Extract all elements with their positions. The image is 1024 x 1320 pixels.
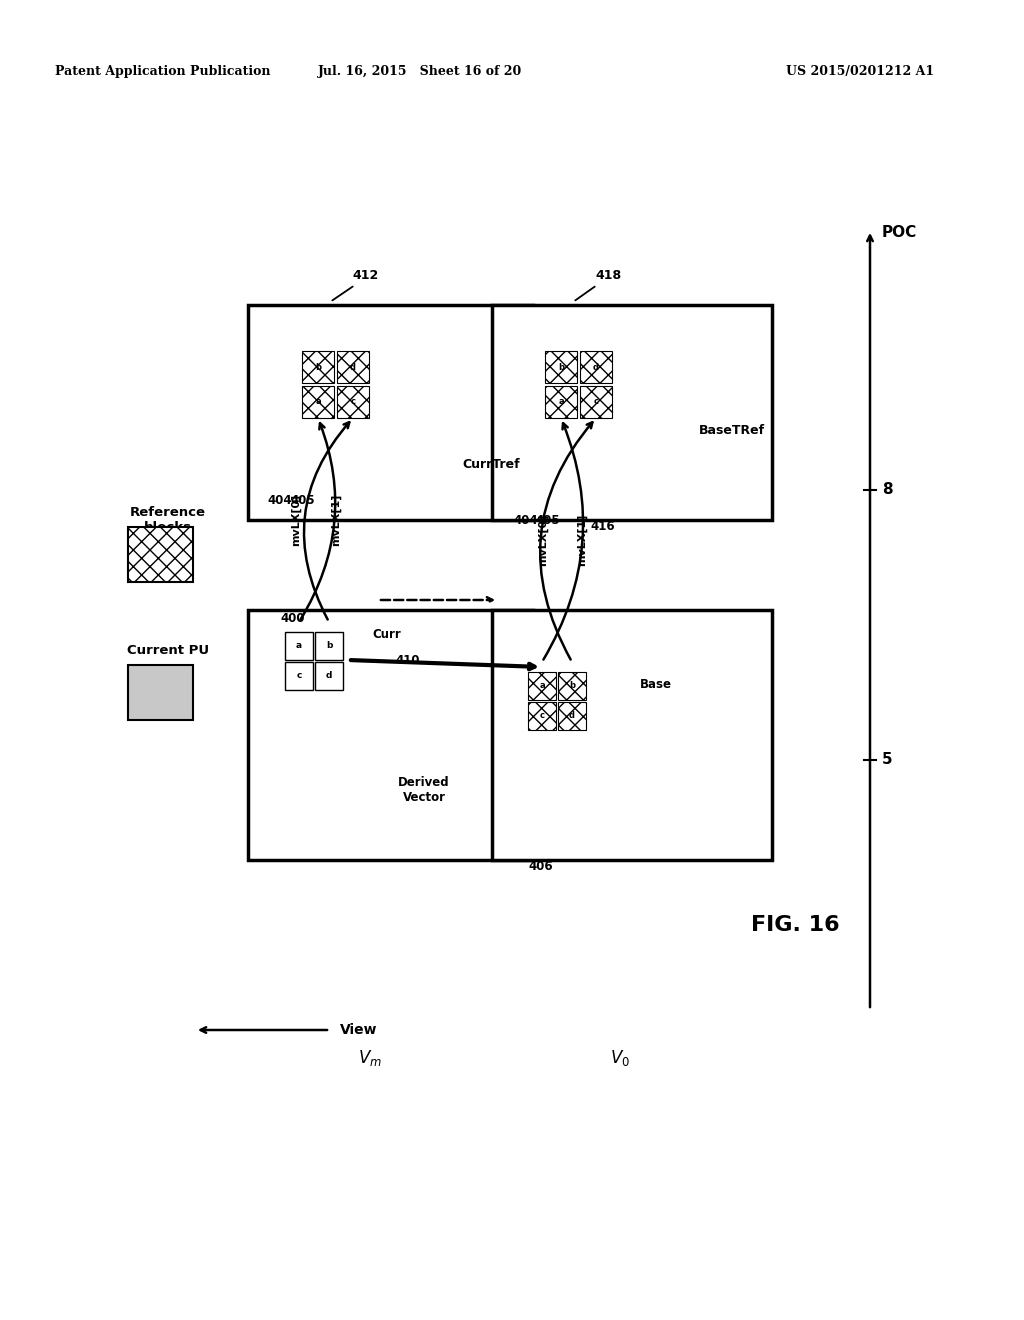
Text: d: d	[593, 363, 599, 371]
Text: 418: 418	[595, 269, 622, 282]
Bar	[545, 385, 577, 418]
Text: c: c	[594, 397, 598, 407]
Text: mvLX[1]: mvLX[1]	[577, 513, 587, 566]
Text: US 2015/0201212 A1: US 2015/0201212 A1	[786, 66, 934, 78]
Bar	[248, 305, 534, 520]
Text: CurrTref: CurrTref	[463, 458, 520, 471]
Text: Derived
Vector: Derived Vector	[398, 776, 450, 804]
Text: 400: 400	[280, 612, 304, 624]
Bar	[128, 665, 193, 719]
Bar	[580, 351, 612, 383]
Text: 406: 406	[528, 861, 553, 873]
Text: 404: 404	[267, 494, 292, 507]
Text: b: b	[326, 642, 332, 651]
Text: 5: 5	[882, 752, 893, 767]
Bar	[285, 663, 313, 690]
Text: mvLX[0]: mvLX[0]	[291, 494, 301, 546]
Bar	[492, 305, 772, 520]
Text: FIG. 16: FIG. 16	[751, 915, 840, 935]
Text: POC: POC	[882, 224, 918, 240]
Bar	[128, 527, 193, 582]
Bar	[315, 663, 343, 690]
Text: BaseTRef: BaseTRef	[698, 424, 765, 437]
Text: Curr: Curr	[372, 628, 400, 642]
Text: Reference
blocks: Reference blocks	[130, 506, 206, 535]
Text: 412: 412	[352, 269, 378, 282]
Bar	[337, 385, 369, 418]
Text: mvLX[0]: mvLX[0]	[538, 513, 548, 566]
Text: c: c	[540, 711, 545, 721]
Bar	[545, 351, 577, 383]
Text: $V_m$: $V_m$	[358, 1048, 382, 1068]
Text: c: c	[296, 672, 302, 681]
Bar	[558, 702, 586, 730]
Text: d: d	[350, 363, 356, 371]
Bar	[248, 610, 534, 861]
Text: 416: 416	[590, 520, 614, 533]
Text: 405: 405	[536, 513, 560, 527]
Text: d: d	[326, 672, 332, 681]
Text: Patent Application Publication: Patent Application Publication	[55, 66, 270, 78]
Text: 410: 410	[395, 653, 420, 667]
Bar	[302, 385, 334, 418]
Bar	[285, 632, 313, 660]
Text: mvLX[1]: mvLX[1]	[331, 494, 341, 546]
Bar	[528, 672, 556, 700]
Text: View: View	[340, 1023, 378, 1038]
Bar	[580, 385, 612, 418]
Text: d: d	[569, 711, 575, 721]
Bar	[302, 351, 334, 383]
Text: a: a	[540, 681, 545, 690]
Bar	[337, 351, 369, 383]
Text: b: b	[569, 681, 575, 690]
Text: c: c	[350, 397, 355, 407]
Text: 404: 404	[513, 513, 538, 527]
Text: Jul. 16, 2015   Sheet 16 of 20: Jul. 16, 2015 Sheet 16 of 20	[317, 66, 522, 78]
Text: b: b	[315, 363, 321, 371]
Bar	[492, 610, 772, 861]
Text: 405: 405	[291, 494, 315, 507]
Text: 8: 8	[882, 483, 893, 498]
Text: a: a	[315, 397, 321, 407]
Bar	[315, 632, 343, 660]
Text: $V_0$: $V_0$	[610, 1048, 630, 1068]
Text: b: b	[558, 363, 564, 371]
Bar	[528, 702, 556, 730]
Text: a: a	[296, 642, 302, 651]
Text: a: a	[558, 397, 564, 407]
Text: Current PU: Current PU	[127, 644, 209, 656]
Text: Base: Base	[640, 678, 672, 692]
Bar	[558, 672, 586, 700]
